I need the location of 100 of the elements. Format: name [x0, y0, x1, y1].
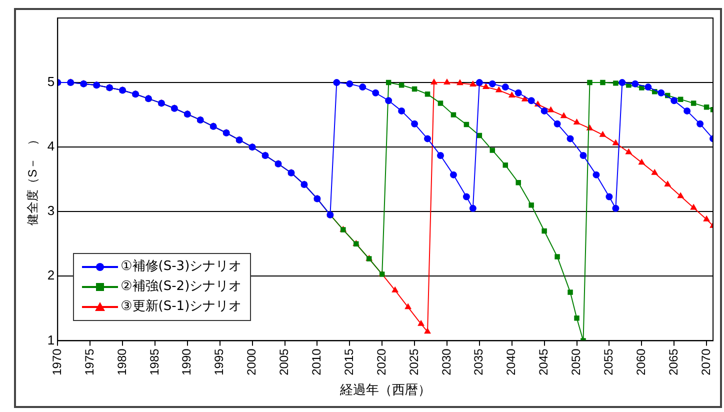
y-tick-label: 1 — [47, 332, 55, 348]
point — [580, 152, 587, 159]
point — [652, 169, 658, 175]
point — [677, 192, 684, 198]
legend-label: ③更新(S-1)シナリオ — [120, 298, 242, 316]
point — [411, 120, 418, 128]
x-tick-label: 2045 — [536, 348, 551, 376]
x-tick-label: 2020 — [374, 348, 388, 376]
point — [528, 202, 534, 208]
x-tick-label: 2030 — [439, 348, 454, 376]
point — [476, 79, 483, 86]
point — [456, 80, 464, 86]
point — [658, 89, 665, 96]
point — [424, 92, 430, 97]
point — [424, 328, 431, 334]
point — [574, 315, 580, 321]
point — [704, 104, 710, 110]
point — [444, 79, 450, 85]
point — [462, 193, 470, 200]
point — [560, 112, 567, 118]
point — [404, 304, 412, 310]
point — [566, 135, 574, 142]
point — [684, 107, 691, 114]
point — [430, 79, 438, 85]
x-tick-label: 2025 — [406, 348, 421, 376]
point — [508, 92, 515, 98]
x-tick-label: 1985 — [147, 348, 162, 376]
point — [600, 131, 606, 137]
x-tick-label: 2000 — [244, 348, 259, 376]
y-axis-title: 健全度（S－ ） — [26, 133, 40, 226]
point — [612, 204, 620, 212]
x-tick-label: 2005 — [277, 348, 292, 376]
point — [639, 85, 644, 90]
x-tick-label: 1990 — [180, 348, 194, 376]
point — [632, 80, 639, 88]
x-tick-label: 2010 — [310, 348, 324, 376]
x-tick-label: 2070 — [698, 348, 713, 376]
point — [522, 96, 528, 102]
point — [606, 193, 613, 200]
point — [670, 97, 678, 104]
point — [398, 107, 406, 114]
point — [346, 80, 354, 88]
point — [386, 80, 392, 86]
point — [600, 80, 606, 86]
legend-label: ①補修(S-3)シナリオ — [120, 258, 242, 276]
point — [392, 286, 398, 292]
point — [612, 140, 619, 146]
point — [502, 162, 508, 168]
x-tick-label: 2015 — [342, 348, 356, 376]
x-axis-title: 経過年（西暦） — [338, 382, 431, 397]
point — [359, 84, 366, 91]
legend-label: ②補強(S-2)シナリオ — [120, 278, 242, 296]
point — [424, 135, 432, 142]
x-tick-label: 1970 — [50, 348, 64, 376]
point — [372, 89, 380, 96]
x-tick-label: 2050 — [569, 348, 584, 376]
point — [490, 148, 496, 153]
point — [528, 97, 535, 104]
point — [540, 107, 548, 114]
y-tick-label: 4 — [47, 138, 55, 154]
point — [450, 171, 457, 178]
point — [496, 86, 502, 92]
point — [613, 80, 618, 86]
x-tick-label: 2040 — [504, 348, 518, 376]
point — [696, 120, 704, 128]
point — [450, 112, 456, 118]
point — [488, 80, 496, 88]
point — [644, 84, 652, 91]
x-tick-label: 2055 — [602, 348, 616, 376]
point — [638, 159, 645, 165]
point — [554, 120, 561, 128]
point — [592, 171, 600, 178]
point — [464, 122, 470, 128]
point — [482, 84, 490, 90]
x-tick-label: 2035 — [472, 348, 486, 376]
point — [418, 320, 424, 326]
point — [542, 228, 547, 234]
point — [554, 254, 560, 260]
point — [568, 290, 573, 295]
point — [333, 79, 340, 86]
point — [438, 100, 444, 106]
point — [690, 204, 697, 210]
x-tick-label: 1995 — [212, 348, 226, 376]
point — [516, 180, 521, 186]
point — [514, 89, 522, 96]
x-tick-label: 2065 — [666, 348, 680, 376]
y-tick-label: 2 — [47, 268, 55, 283]
point — [412, 86, 418, 92]
point — [690, 100, 696, 106]
point — [618, 79, 626, 86]
x-tick-label: 1980 — [114, 348, 129, 376]
point — [548, 106, 554, 112]
point — [664, 181, 671, 187]
point — [469, 204, 476, 212]
point — [703, 216, 710, 222]
y-tick-label: 3 — [47, 203, 55, 218]
point — [398, 82, 404, 88]
point — [470, 80, 476, 86]
point — [678, 96, 684, 102]
point — [502, 84, 509, 91]
